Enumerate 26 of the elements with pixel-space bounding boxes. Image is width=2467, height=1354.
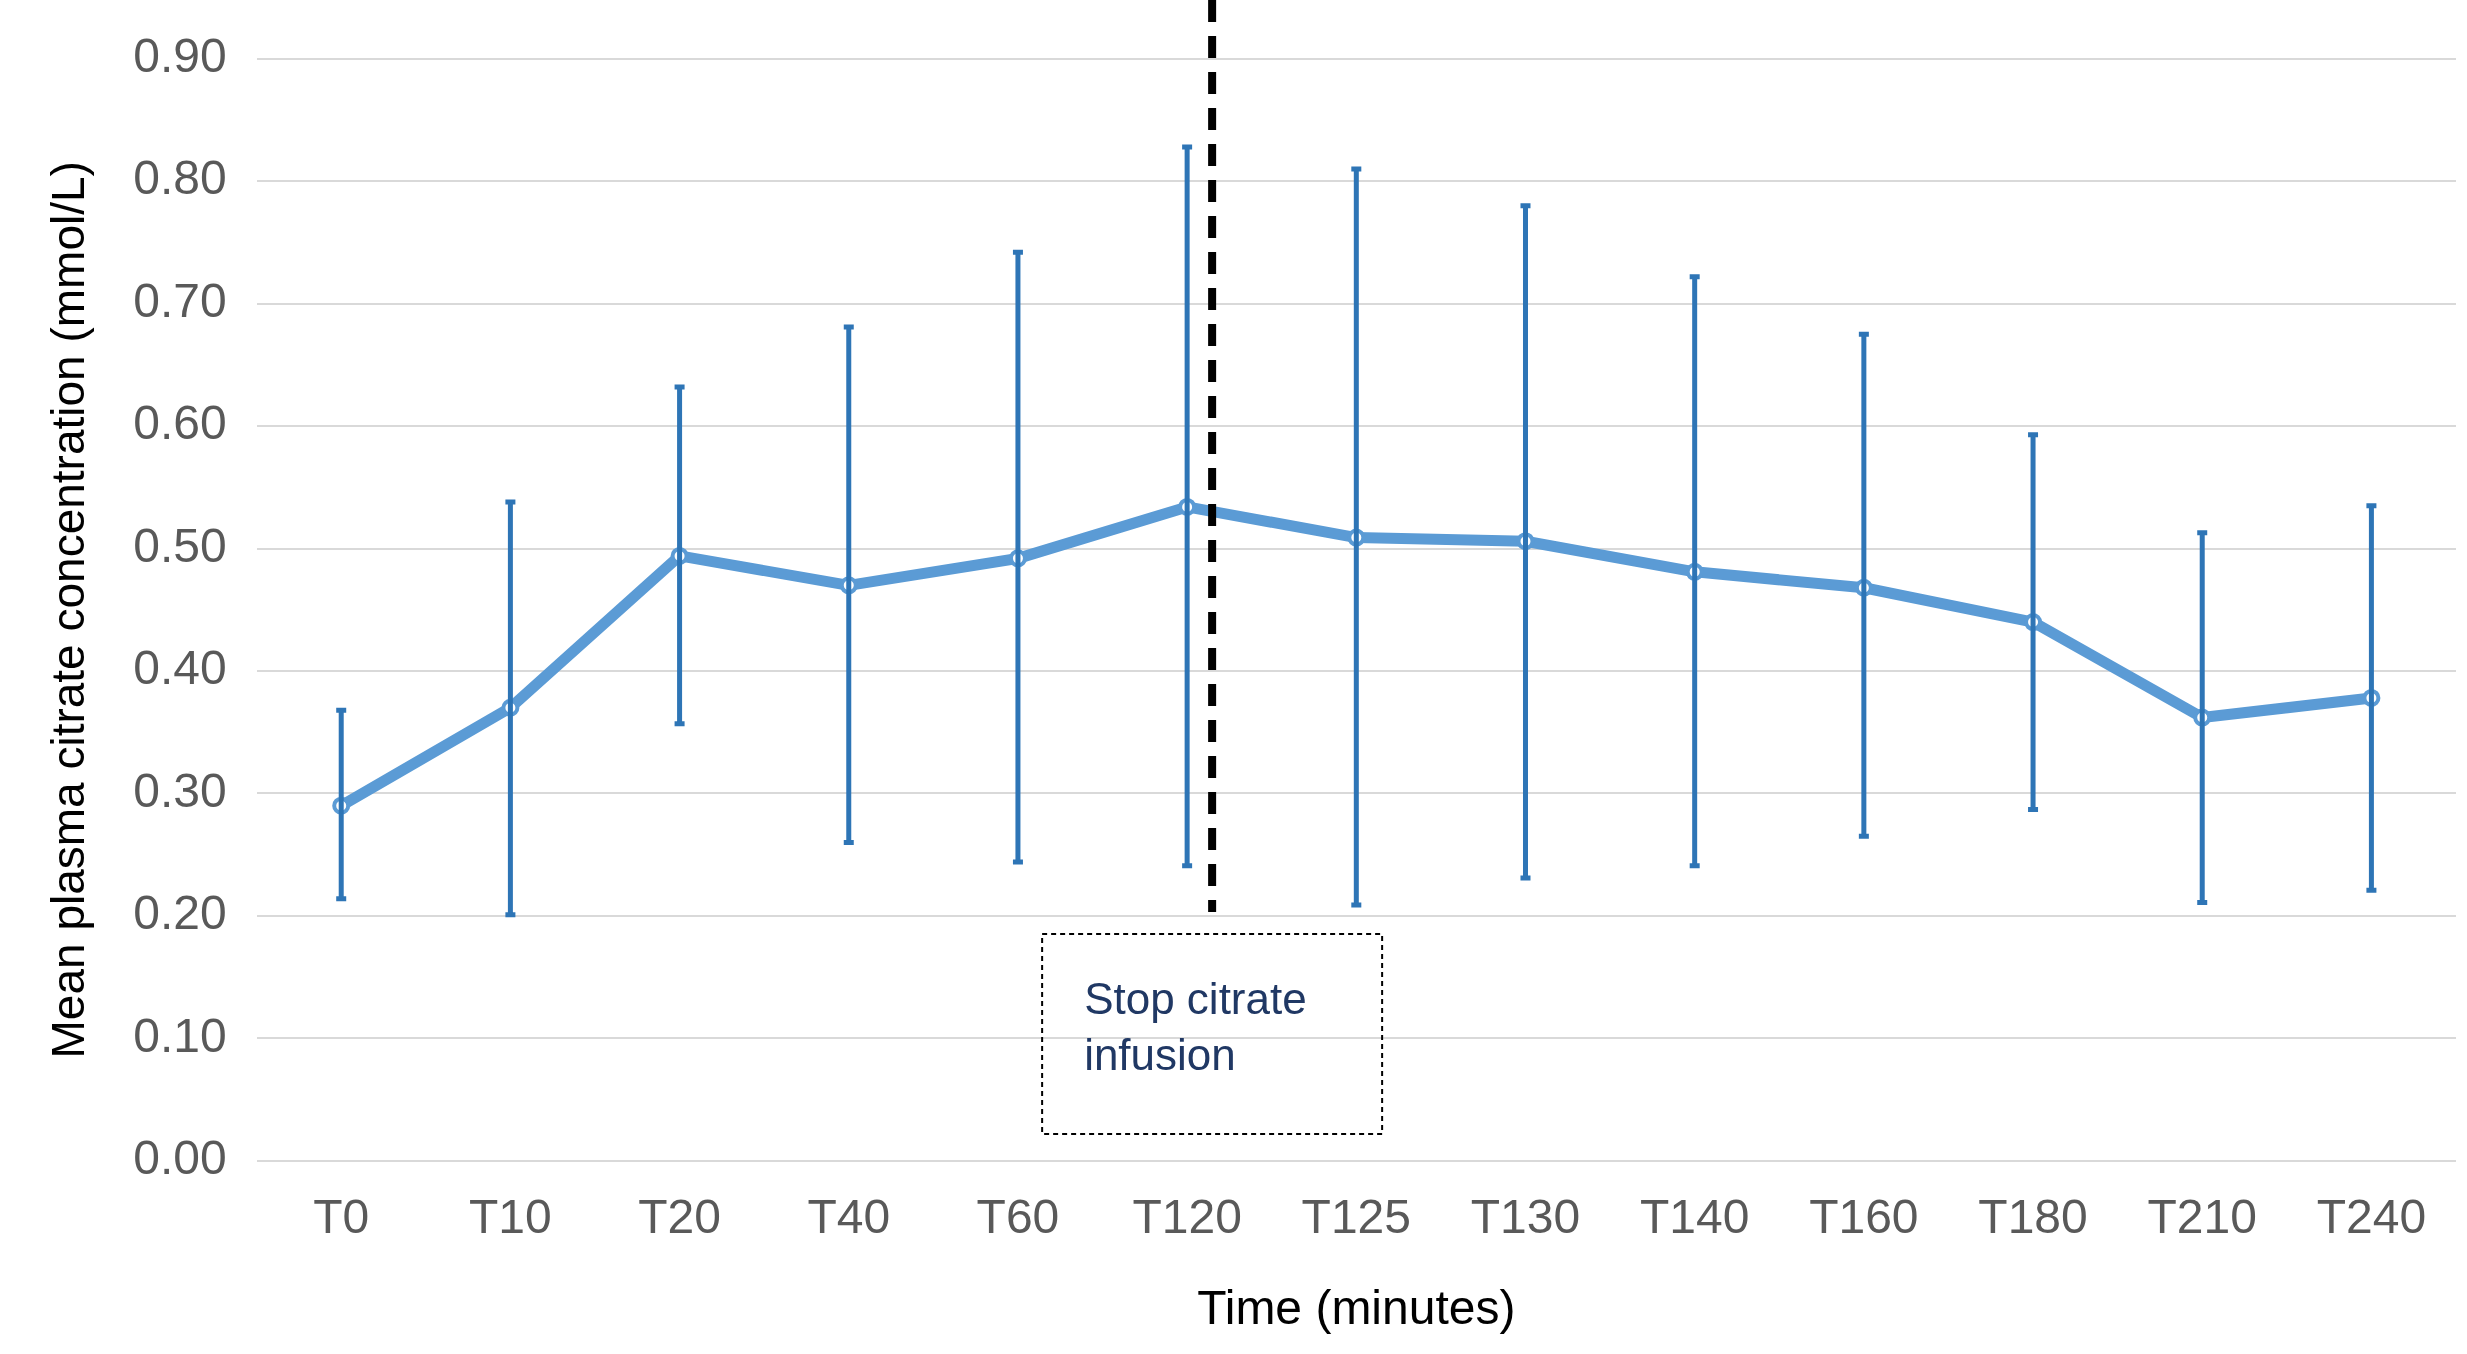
x-tick-label: T140	[1639, 1189, 1750, 1243]
y-tick-label: 0.80	[133, 151, 227, 205]
x-tick-label: T120	[1132, 1189, 1242, 1243]
x-tick-label: T180	[1978, 1189, 2088, 1243]
y-tick-label: 0.70	[133, 273, 227, 327]
y-tick-label: 0.30	[133, 763, 227, 817]
x-tick-label: T0	[313, 1189, 370, 1243]
y-tick-label: 0.90	[133, 29, 227, 83]
x-tick-label: T10	[469, 1189, 552, 1243]
x-tick-label: T40	[807, 1189, 891, 1243]
y-tick-label: 0.10	[133, 1008, 227, 1062]
y-tick-label: 0.40	[133, 641, 227, 695]
y-tick-label: 0.20	[133, 886, 227, 940]
y-tick-label: 0.60	[133, 396, 227, 450]
x-tick-label: T210	[2147, 1189, 2257, 1243]
y-tick-label: 0.50	[133, 518, 227, 572]
ref-line-label: Stop citrate infusion	[1084, 973, 1307, 1079]
x-tick-label: T160	[1809, 1189, 1919, 1243]
y-axis-title: Mean plasma citrate concentration (mmol/L)	[42, 161, 95, 1059]
x-tick-label: T20	[638, 1189, 721, 1243]
x-tick-label: T240	[2316, 1189, 2427, 1243]
x-tick-label: T60	[976, 1189, 1060, 1243]
x-tick-label: T125	[1301, 1189, 1412, 1243]
x-tick-label: T130	[1470, 1189, 1581, 1243]
x-axis-title: Time (minutes)	[1197, 1281, 1516, 1335]
y-tick-label: 0.00	[133, 1131, 227, 1185]
